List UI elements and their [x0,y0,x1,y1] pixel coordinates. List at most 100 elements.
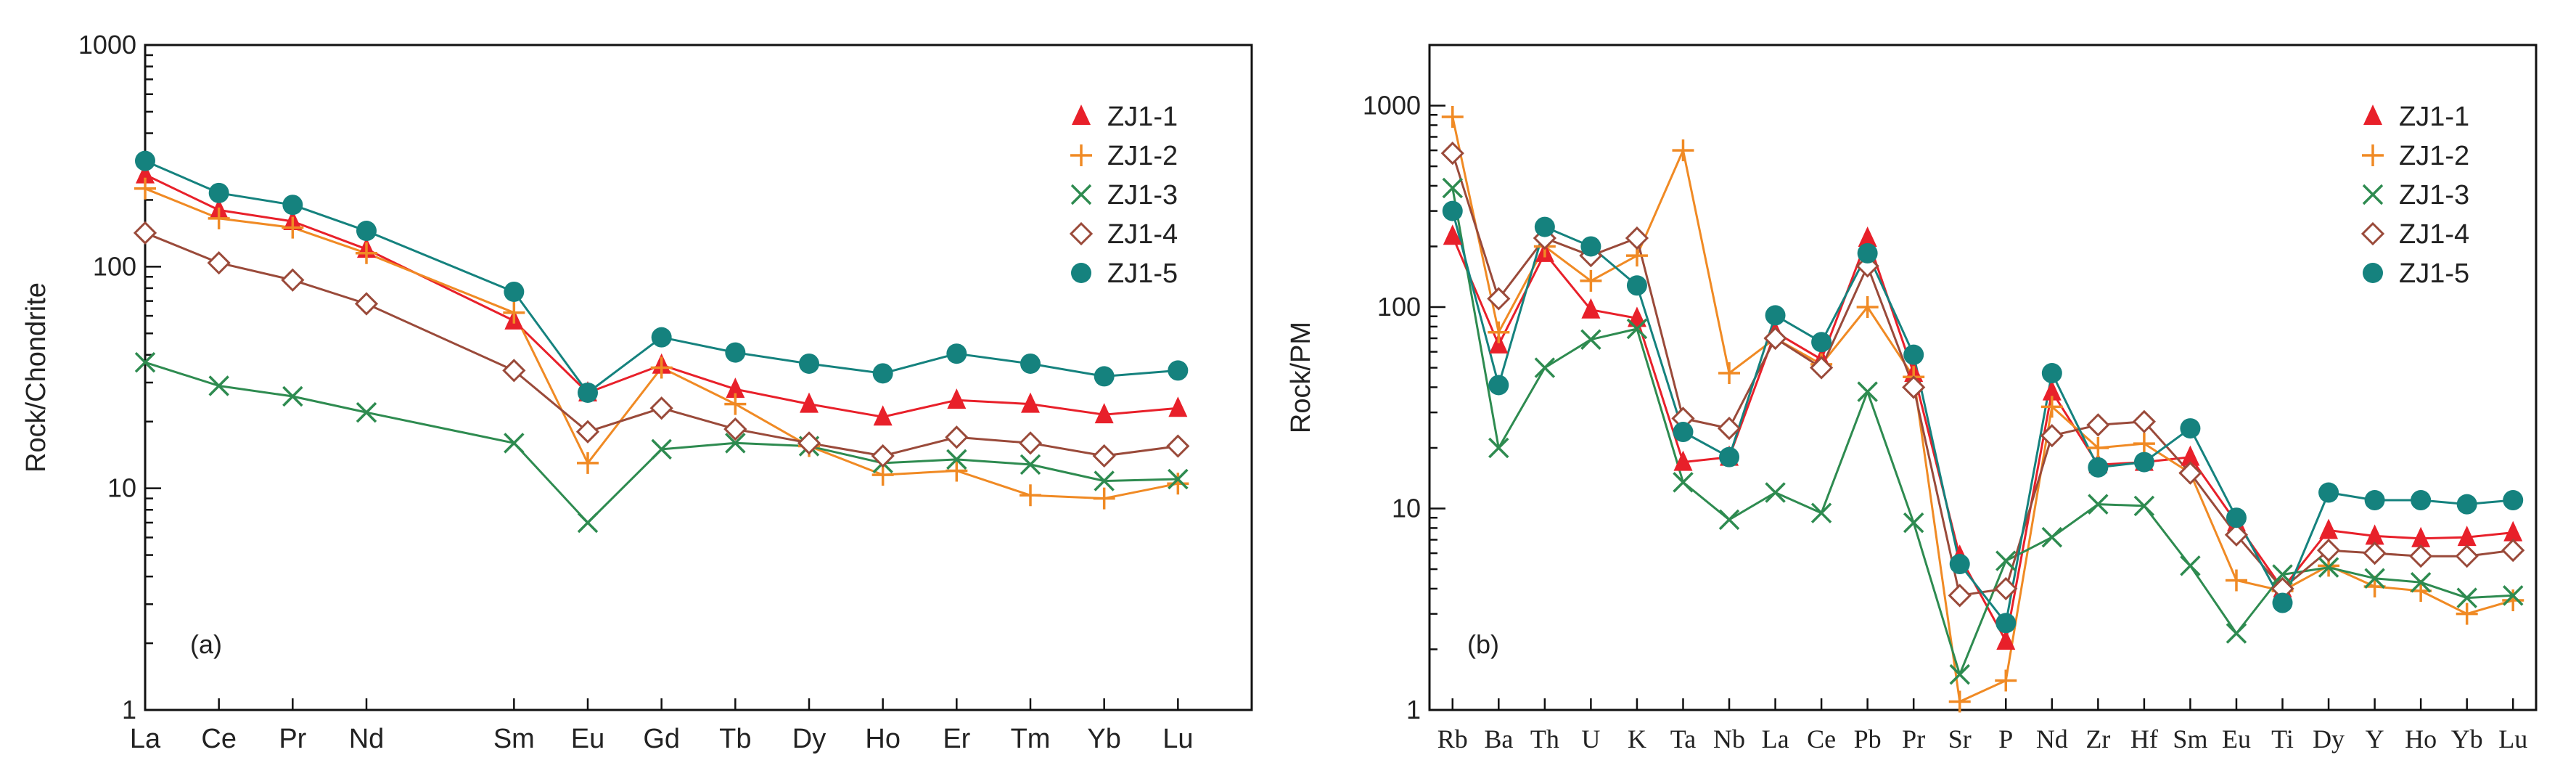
data-point-zj1-5-hf [2133,452,2154,473]
x-tick-label-eu: Eu [2222,724,2251,754]
x-tick-label-k: K [1628,724,1646,754]
data-point-zj1-2-sr [1948,690,1971,713]
legend-marker-zj1-2 [1070,144,1092,166]
data-point-zj1-4-k [1625,226,1649,250]
x-tick-label-tm: Tm [1011,724,1051,754]
data-point-zj1-2-ce [208,207,230,229]
data-point-zj1-2-sm [503,301,525,324]
data-point-zj1-5-ti [2272,592,2293,613]
data-point-zj1-2-nd [2040,396,2063,418]
legend-marker-zj1-1 [1072,105,1091,125]
x-tick-label-hf: Hf [2130,724,2158,754]
data-point-zj1-2-er [946,460,968,482]
y-tick-label-1000: 1000 [1363,91,1421,121]
data-point-zj1-2-ba [1488,321,1510,343]
data-point-zj1-3-yb [1094,470,1115,491]
data-point-zj1-1-sm [2181,445,2200,466]
data-point-zj1-4-ce [207,251,231,275]
data-point-zj1-4-ba [1487,287,1511,311]
data-point-zj1-5-er [946,343,967,364]
data-point-zj1-1-ho [873,405,893,426]
legend-label-zj1-1: ZJ1-1 [2399,102,2469,132]
data-point-zj1-2-gd [650,356,673,379]
data-point-zj1-3-u [1580,329,1601,350]
data-point-zj1-1-dy [800,392,819,413]
legend-label-zj1-2: ZJ1-2 [1107,141,1178,171]
data-point-zj1-4-gd [649,396,673,420]
data-point-zj1-2-nb [1718,362,1741,385]
legend-marker-zj1-5 [1071,263,1091,283]
data-point-zj1-2-zr [2087,436,2109,459]
data-point-zj1-1-ho [2411,526,2431,547]
data-point-zj1-1-yb [2457,526,2477,547]
x-tick-label-gd: Gd [643,724,680,754]
legend: ZJ1-1 ZJ1-2 ZJ1-3 ZJ1-4 ZJ1-5 [2360,102,2469,289]
data-point-zj1-5-th [1534,216,1555,237]
data-point-zj1-3-ce [208,375,229,396]
data-point-zj1-5-rb [1442,200,1463,221]
data-point-zj1-4-sm [2178,461,2202,485]
data-point-zj1-2-tb [724,393,747,415]
data-point-zj1-4-nb [1717,416,1742,441]
plot-frame [144,44,1253,711]
x-tick-label-p: P [1998,724,2013,754]
data-point-zj1-2-la [134,177,156,200]
legend: ZJ1-1 ZJ1-2 ZJ1-3 ZJ1-4 ZJ1-5 [1069,102,1178,289]
x-tick-label-ce: Ce [1807,724,1836,754]
data-point-zj1-5-ce [1811,332,1832,353]
data-point-zj1-3-yb [2456,587,2477,608]
data-point-zj1-5-dy [799,353,819,374]
data-point-zj1-5-ho [2411,490,2432,511]
data-point-zj1-5-pr [1903,344,1924,365]
data-point-zj1-1-pb [1858,226,1877,248]
data-point-zj1-3-ti [2272,564,2293,585]
data-point-zj1-5-eu [2226,507,2247,528]
data-point-zj1-1-rb [1443,224,1462,245]
series-line-zj1-3 [144,361,1178,524]
series-line-zj1-2 [1451,116,2514,703]
data-point-zj1-3-eu [2226,623,2247,644]
data-point-zj1-1-y [2365,524,2384,545]
legend-marker-zj1-2 [2362,144,2384,166]
x-tick-label-lu: Lu [1162,724,1193,754]
data-point-zj1-5-lu [2503,490,2524,511]
data-point-zj1-5-nd [356,221,377,242]
data-point-zj1-5-nb [1719,446,1740,467]
data-point-zj1-4-lu [2501,538,2525,563]
data-point-zj1-1-ba [1489,332,1509,354]
x-tick-label-la: La [130,724,161,754]
x-tick-label-nd: Nd [349,724,385,754]
legend-label-zj1-4: ZJ1-4 [1107,219,1178,250]
x-tick-label-th: Th [1530,724,1559,754]
data-point-zj1-5-la [1765,305,1786,326]
data-point-zj1-5-dy [2318,482,2339,503]
data-point-zj1-1-yb [1094,403,1114,424]
x-tick-label-pr: Pr [279,724,306,754]
data-point-zj1-4-yb [1092,444,1116,468]
data-point-zj1-3-eu [577,512,599,534]
data-point-zj1-2-yb [2456,603,2478,625]
data-point-zj1-5-yb [1094,366,1115,387]
x-tick-label-sm: Sm [2173,724,2207,754]
data-point-zj1-5-ce [208,182,229,203]
data-point-zj1-2-eu [577,452,599,474]
legend-marker-zj1-1 [2363,105,2382,125]
data-point-zj1-1-tm [1021,392,1040,413]
series-line-zj1-1 [1451,235,2514,642]
data-point-zj1-2-yb [1093,487,1115,510]
series-line-zj1-4 [1451,152,2514,597]
data-point-zj1-2-rb [1441,105,1464,128]
data-point-zj1-3-nd [2041,526,2063,548]
x-tick-label-yb: Yb [1087,724,1120,754]
data-point-zj1-1-er [947,388,967,409]
data-point-zj1-2-p [1995,669,2017,692]
legend-marker-zj1-4 [1069,221,1094,246]
data-point-zj1-3-la [1765,482,1786,503]
data-point-zj1-2-pr [282,216,304,239]
data-point-zj1-1-k [1627,306,1646,327]
x-tick-label-ta: Ta [1670,724,1696,754]
x-tick-label-dy: Dy [2313,724,2345,754]
x-tick-label-yb: Yb [2451,724,2483,754]
data-point-zj1-3-nb [1718,509,1740,531]
y-tick-label-1: 1 [1406,695,1421,724]
